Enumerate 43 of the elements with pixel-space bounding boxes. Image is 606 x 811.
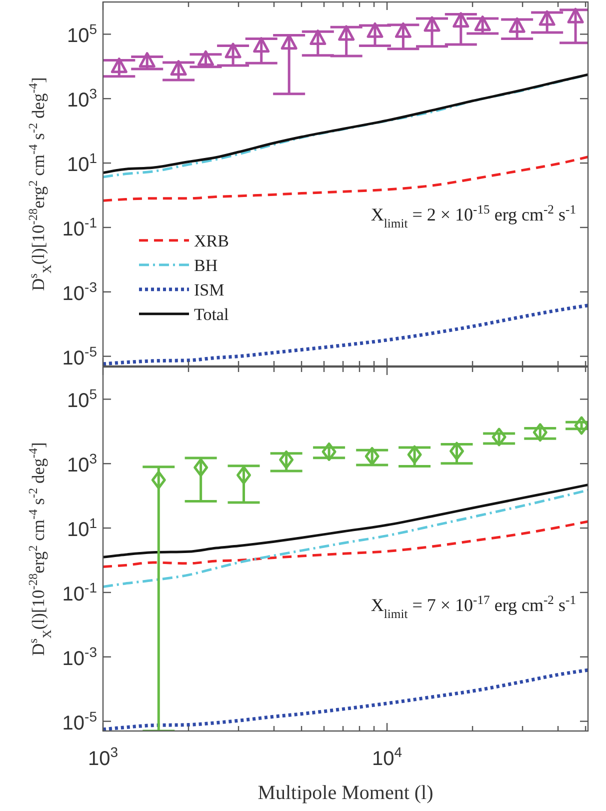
- y-tick-label: 10$^{1}$: [66, 150, 98, 176]
- y-tick-label: 10$^{-1}$: [62, 579, 98, 606]
- y-tick-label: 10$^{-5}$: [62, 343, 98, 370]
- point: [508, 17, 526, 33]
- point: [366, 22, 384, 38]
- point: [424, 16, 440, 32]
- point: [236, 466, 251, 484]
- point: [538, 10, 556, 26]
- point: [407, 445, 422, 464]
- point: [394, 22, 412, 38]
- y-tick-label: 10$^{-3}$: [62, 644, 98, 670]
- point: [253, 37, 270, 53]
- y-tick-label: 10$^{3}$: [66, 450, 98, 477]
- point: [364, 446, 380, 466]
- legend-label: BH: [194, 256, 218, 275]
- point: [452, 12, 470, 28]
- y-tick-label: 10$^{5}$: [66, 386, 98, 412]
- x-axis-title: Multipole Moment (l): [258, 782, 434, 804]
- point: [197, 50, 214, 66]
- point: [322, 442, 336, 461]
- point: [450, 442, 464, 460]
- point: [224, 42, 242, 58]
- point: [567, 8, 584, 24]
- annotation: X$_{limit}$ = 2 × 10$^{-15}$ erg cm$^{-2}$ s$^{-1}$: [370, 202, 576, 230]
- point: [338, 25, 355, 41]
- x-tick-label: 10$^{4}$: [372, 744, 402, 770]
- legend-label: XRB: [194, 231, 229, 250]
- y-tick-label: 10$^{5}$: [66, 21, 98, 48]
- y-tick-label: 10$^{3}$: [66, 86, 98, 112]
- annotation: X$_{limit}$ = 7 × 10$^{-17}$ erg cm$^{-2}$ s$^{-1}$: [370, 592, 576, 621]
- y-tick-label: 10$^{-5}$: [62, 708, 98, 734]
- point: [138, 52, 156, 68]
- y-tick-label: 10$^{1}$: [66, 515, 98, 542]
- point: [492, 428, 506, 446]
- point: [279, 450, 294, 469]
- point: [110, 58, 128, 74]
- y-tick-label: 10$^{-1}$: [62, 214, 98, 240]
- legend-label: ISM: [194, 280, 224, 300]
- point: [310, 30, 326, 46]
- y-tick-label: 10$^{-3}$: [62, 278, 98, 305]
- point: [194, 458, 208, 477]
- legend-label: Total: [194, 304, 229, 324]
- point: [151, 470, 166, 490]
